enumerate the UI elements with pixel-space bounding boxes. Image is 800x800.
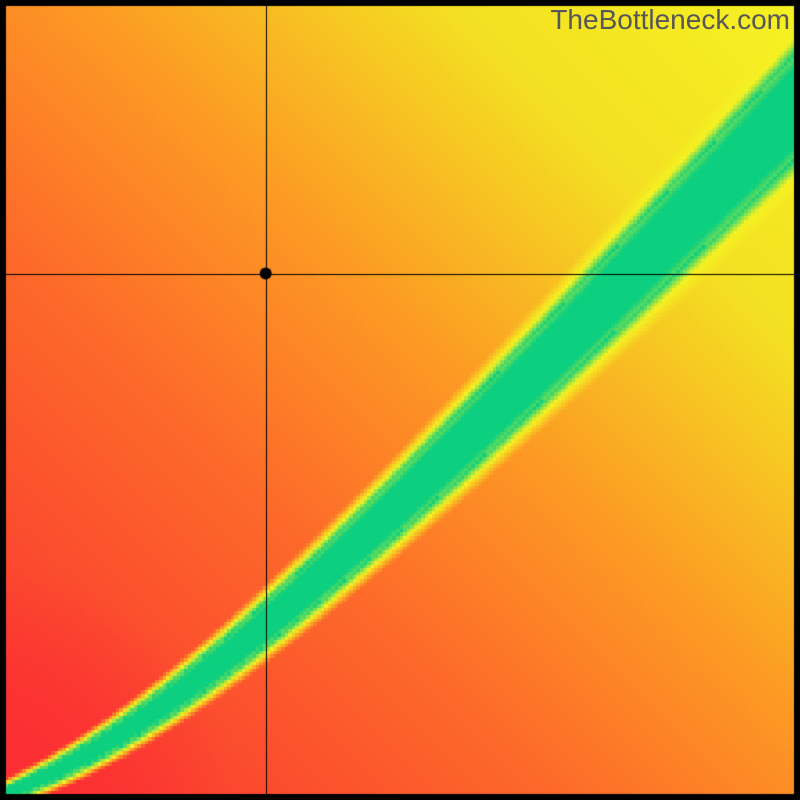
bottleneck-heatmap-canvas	[0, 0, 800, 800]
chart-container: TheBottleneck.com	[0, 0, 800, 800]
watermark-text: TheBottleneck.com	[550, 4, 790, 36]
